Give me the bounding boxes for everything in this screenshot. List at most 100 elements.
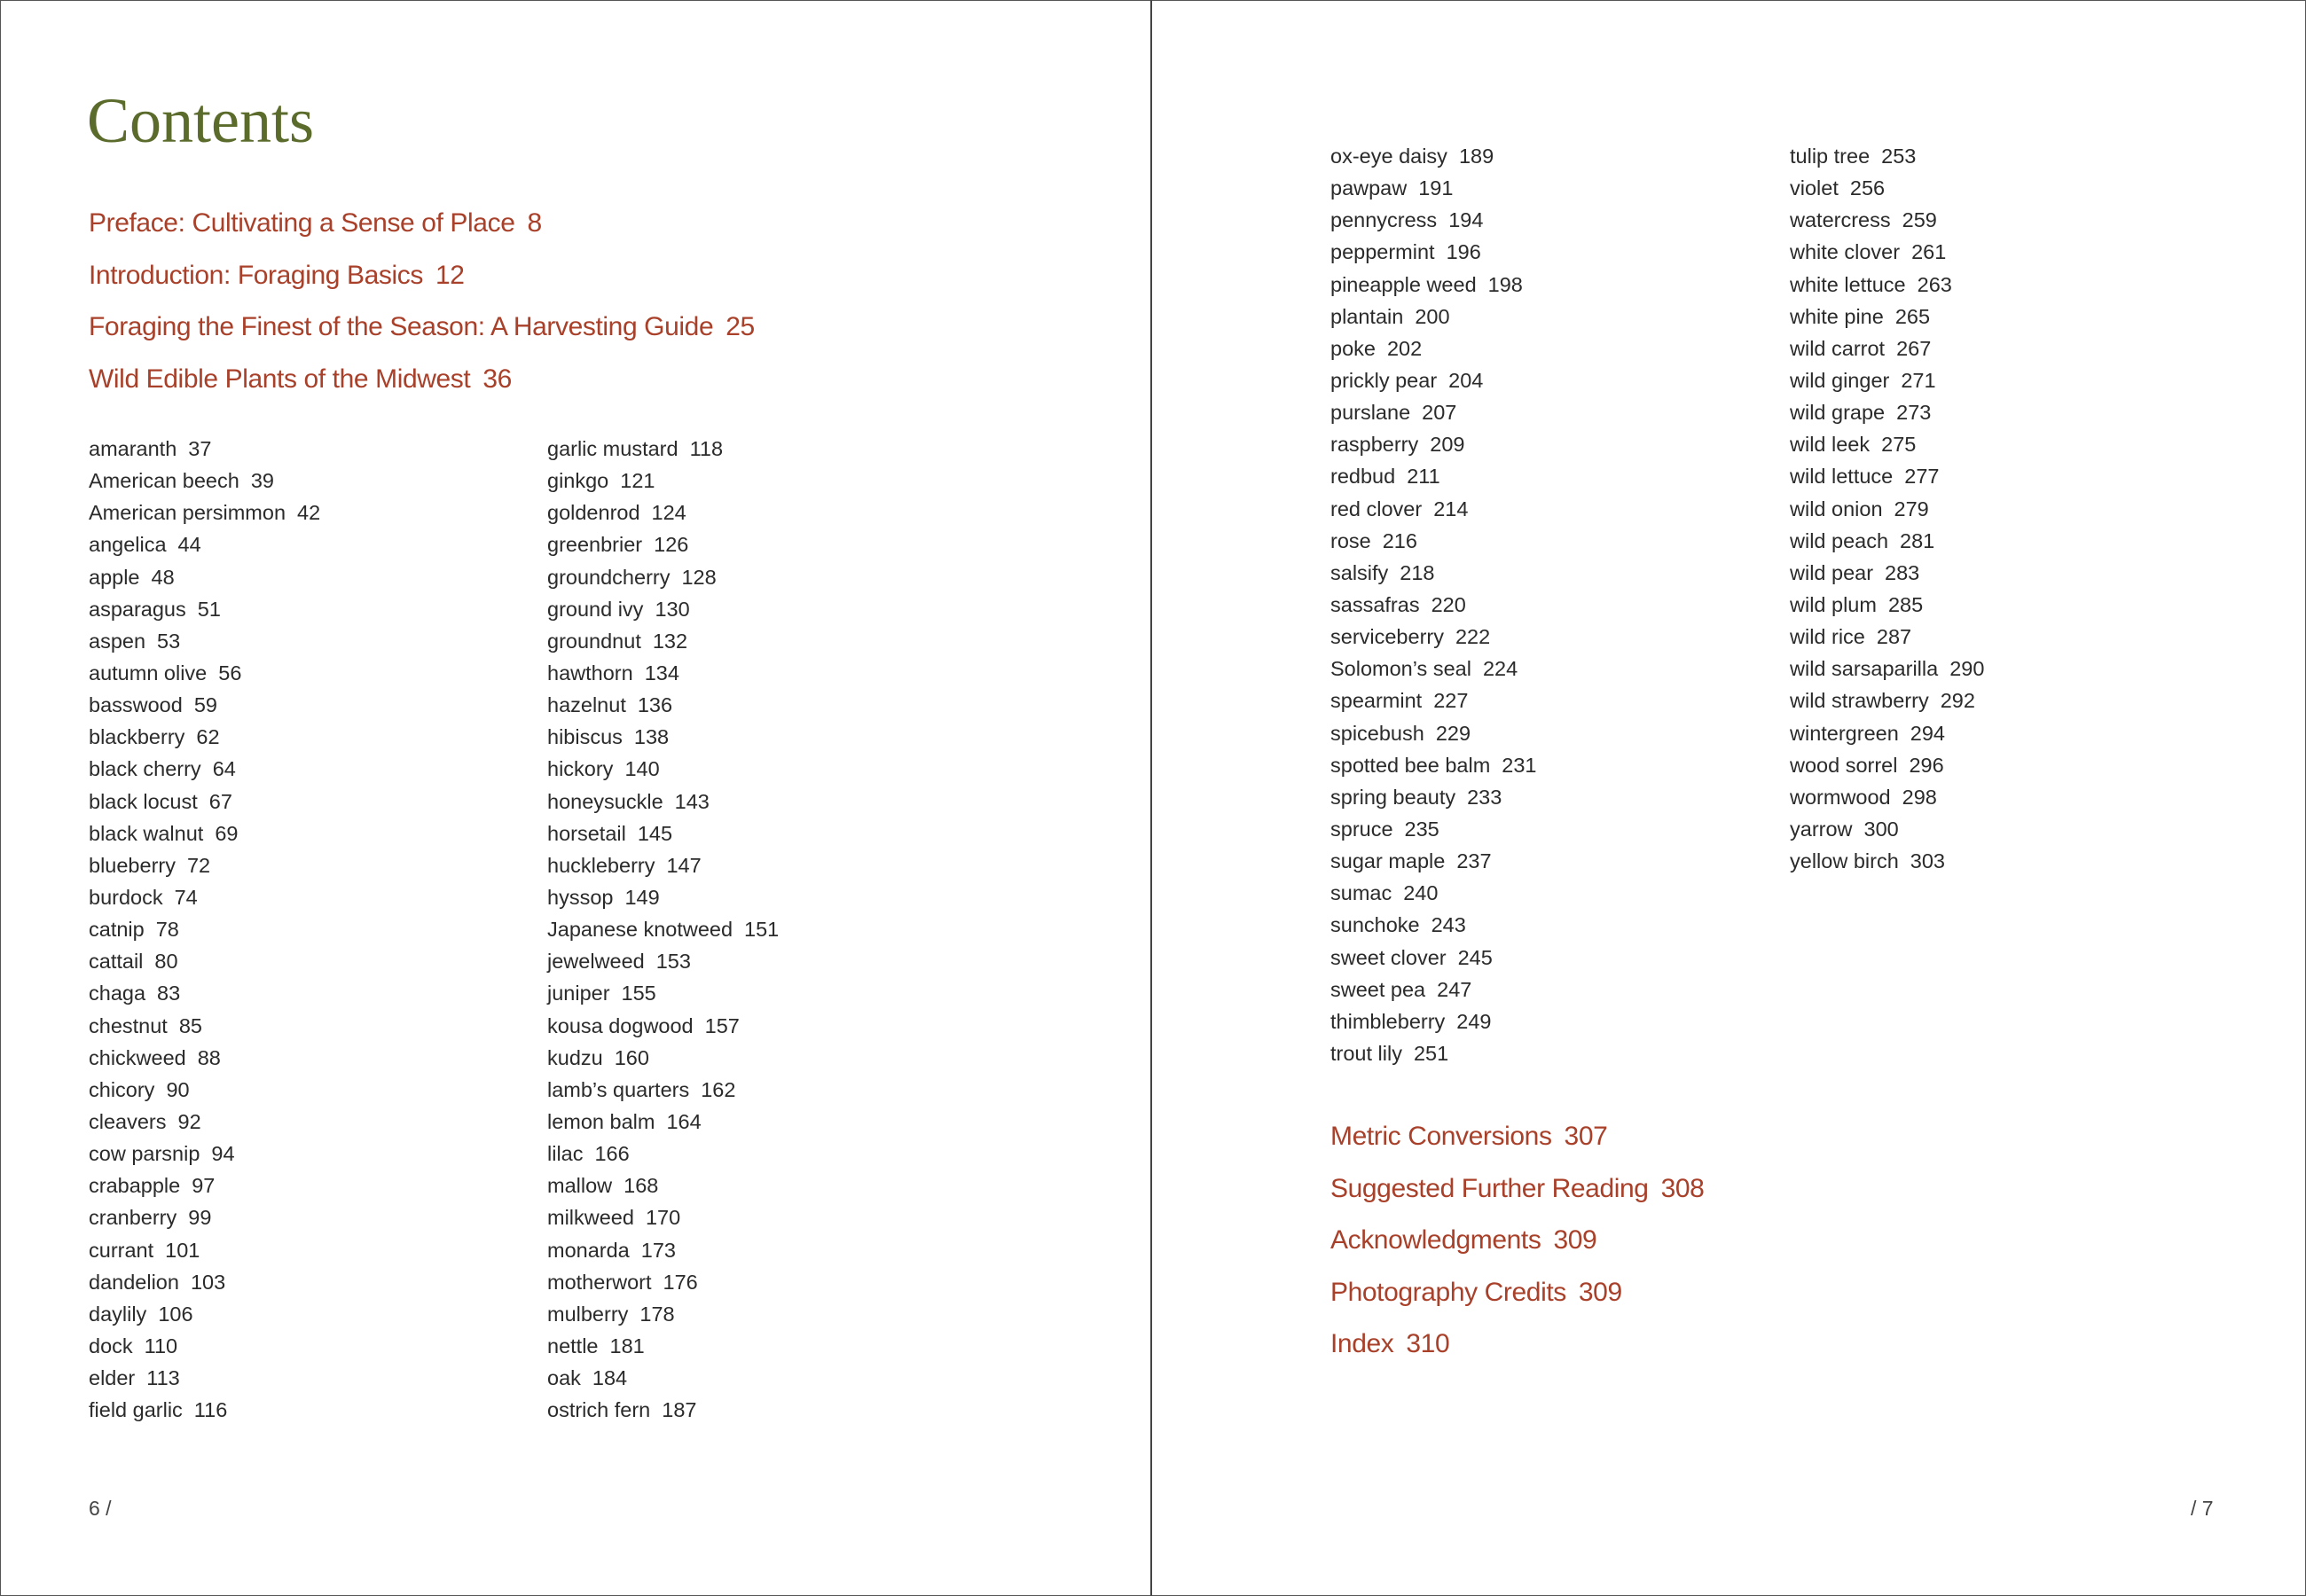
plant-entry[interactable]: wild onion 279 xyxy=(1790,493,1984,525)
plant-entry[interactable]: oak 184 xyxy=(547,1362,779,1394)
plant-entry[interactable]: hawthorn 134 xyxy=(547,657,779,689)
plant-entry[interactable]: nettle 181 xyxy=(547,1330,779,1362)
plant-entry[interactable]: mallow 168 xyxy=(547,1170,779,1201)
plant-entry[interactable]: prickly pear 204 xyxy=(1330,364,1537,396)
plant-entry[interactable]: burdock 74 xyxy=(89,881,320,913)
plant-entry[interactable]: ground ivy 130 xyxy=(547,593,779,625)
plant-entry[interactable]: groundcherry 128 xyxy=(547,561,779,593)
plant-entry[interactable]: black cherry 64 xyxy=(89,753,320,785)
section-entry[interactable]: Preface: Cultivating a Sense of Place 8 xyxy=(89,198,755,250)
plant-entry[interactable]: mulberry 178 xyxy=(547,1298,779,1330)
plant-entry[interactable]: American beech 39 xyxy=(89,465,320,497)
plant-entry[interactable]: lilac 166 xyxy=(547,1138,779,1170)
plant-entry[interactable]: chicory 90 xyxy=(89,1074,320,1106)
plant-entry[interactable]: red clover 214 xyxy=(1330,493,1537,525)
plant-entry[interactable]: cattail 80 xyxy=(89,945,320,977)
plant-entry[interactable]: hazelnut 136 xyxy=(547,689,779,721)
plant-entry[interactable]: catnip 78 xyxy=(89,913,320,945)
plant-entry[interactable]: wild ginger 271 xyxy=(1790,364,1984,396)
plant-entry[interactable]: sugar maple 237 xyxy=(1330,845,1537,877)
plant-entry[interactable]: motherwort 176 xyxy=(547,1266,779,1298)
plant-entry[interactable]: thimbleberry 249 xyxy=(1330,1005,1537,1037)
plant-entry[interactable]: wild peach 281 xyxy=(1790,525,1984,557)
plant-entry[interactable]: hibiscus 138 xyxy=(547,721,779,753)
plant-entry[interactable]: sassafras 220 xyxy=(1330,589,1537,621)
plant-entry[interactable]: American persimmon 42 xyxy=(89,497,320,528)
plant-entry[interactable]: currant 101 xyxy=(89,1234,320,1266)
plant-entry[interactable]: violet 256 xyxy=(1790,172,1984,204)
plant-entry[interactable]: goldenrod 124 xyxy=(547,497,779,528)
plant-entry[interactable]: redbud 211 xyxy=(1330,460,1537,492)
plant-entry[interactable]: cow parsnip 94 xyxy=(89,1138,320,1170)
plant-entry[interactable]: sweet pea 247 xyxy=(1330,974,1537,1005)
plant-entry[interactable]: juniper 155 xyxy=(547,977,779,1009)
plant-entry[interactable]: milkweed 170 xyxy=(547,1201,779,1233)
plant-entry[interactable]: dandelion 103 xyxy=(89,1266,320,1298)
plant-entry[interactable]: wild pear 283 xyxy=(1790,557,1984,589)
plant-entry[interactable]: wild strawberry 292 xyxy=(1790,685,1984,716)
plant-entry[interactable]: chestnut 85 xyxy=(89,1010,320,1042)
plant-entry[interactable]: spearmint 227 xyxy=(1330,685,1537,716)
plant-entry[interactable]: yellow birch 303 xyxy=(1790,845,1984,877)
plant-entry[interactable]: elder 113 xyxy=(89,1362,320,1394)
plant-entry[interactable]: apple 48 xyxy=(89,561,320,593)
plant-entry[interactable]: sumac 240 xyxy=(1330,877,1537,909)
plant-entry[interactable]: spring beauty 233 xyxy=(1330,781,1537,813)
plant-entry[interactable]: wood sorrel 296 xyxy=(1790,749,1984,781)
plant-entry[interactable]: blueberry 72 xyxy=(89,849,320,881)
plant-entry[interactable]: wild plum 285 xyxy=(1790,589,1984,621)
plant-entry[interactable]: plantain 200 xyxy=(1330,301,1537,332)
plant-entry[interactable]: chickweed 88 xyxy=(89,1042,320,1074)
plant-entry[interactable]: spotted bee balm 231 xyxy=(1330,749,1537,781)
plant-entry[interactable]: monarda 173 xyxy=(547,1234,779,1266)
plant-entry[interactable]: pawpaw 191 xyxy=(1330,172,1537,204)
section-entry[interactable]: Foraging the Finest of the Season: A Har… xyxy=(89,301,755,354)
plant-entry[interactable]: wild carrot 267 xyxy=(1790,332,1984,364)
plant-entry[interactable]: basswood 59 xyxy=(89,689,320,721)
plant-entry[interactable]: spicebush 229 xyxy=(1330,717,1537,749)
plant-entry[interactable]: purslane 207 xyxy=(1330,396,1537,428)
plant-entry[interactable]: serviceberry 222 xyxy=(1330,621,1537,653)
plant-entry[interactable]: white pine 265 xyxy=(1790,301,1984,332)
plant-entry[interactable]: peppermint 196 xyxy=(1330,236,1537,268)
plant-entry[interactable]: greenbrier 126 xyxy=(547,528,779,560)
plant-entry[interactable]: kudzu 160 xyxy=(547,1042,779,1074)
plant-entry[interactable]: ostrich fern 187 xyxy=(547,1394,779,1426)
plant-entry[interactable]: groundnut 132 xyxy=(547,625,779,657)
plant-entry[interactable]: kousa dogwood 157 xyxy=(547,1010,779,1042)
plant-entry[interactable]: trout lily 251 xyxy=(1330,1037,1537,1069)
plant-entry[interactable]: poke 202 xyxy=(1330,332,1537,364)
plant-entry[interactable]: cleavers 92 xyxy=(89,1106,320,1138)
plant-entry[interactable]: dock 110 xyxy=(89,1330,320,1362)
plant-entry[interactable]: black locust 67 xyxy=(89,786,320,818)
plant-entry[interactable]: pennycress 194 xyxy=(1330,204,1537,236)
plant-entry[interactable]: Solomon’s seal 224 xyxy=(1330,653,1537,685)
plant-entry[interactable]: tulip tree 253 xyxy=(1790,140,1984,172)
plant-entry[interactable]: rose 216 xyxy=(1330,525,1537,557)
plant-entry[interactable]: black walnut 69 xyxy=(89,818,320,849)
plant-entry[interactable]: amaranth 37 xyxy=(89,433,320,465)
plant-entry[interactable]: sweet clover 245 xyxy=(1330,942,1537,974)
plant-entry[interactable]: huckleberry 147 xyxy=(547,849,779,881)
plant-entry[interactable]: angelica 44 xyxy=(89,528,320,560)
plant-entry[interactable]: daylily 106 xyxy=(89,1298,320,1330)
plant-entry[interactable]: blackberry 62 xyxy=(89,721,320,753)
section-entry[interactable]: Photography Credits 309 xyxy=(1330,1267,1704,1319)
plant-entry[interactable]: chaga 83 xyxy=(89,977,320,1009)
plant-entry[interactable]: sunchoke 243 xyxy=(1330,909,1537,941)
plant-entry[interactable]: lemon balm 164 xyxy=(547,1106,779,1138)
plant-entry[interactable]: aspen 53 xyxy=(89,625,320,657)
section-entry[interactable]: Suggested Further Reading 308 xyxy=(1330,1163,1705,1216)
section-entry[interactable]: Introduction: Foraging Basics 12 xyxy=(89,250,755,302)
plant-entry[interactable]: wild leek 275 xyxy=(1790,428,1984,460)
plant-entry[interactable]: yarrow 300 xyxy=(1790,813,1984,845)
plant-entry[interactable]: ox-eye daisy 189 xyxy=(1330,140,1537,172)
plant-entry[interactable]: horsetail 145 xyxy=(547,818,779,849)
plant-entry[interactable]: honeysuckle 143 xyxy=(547,786,779,818)
plant-entry[interactable]: white clover 261 xyxy=(1790,236,1984,268)
section-entry[interactable]: Metric Conversions 307 xyxy=(1330,1111,1704,1163)
plant-entry[interactable]: raspberry 209 xyxy=(1330,428,1537,460)
plant-entry[interactable]: spruce 235 xyxy=(1330,813,1537,845)
plant-entry[interactable]: field garlic 116 xyxy=(89,1394,320,1426)
section-entry[interactable]: Index 310 xyxy=(1330,1318,1704,1371)
